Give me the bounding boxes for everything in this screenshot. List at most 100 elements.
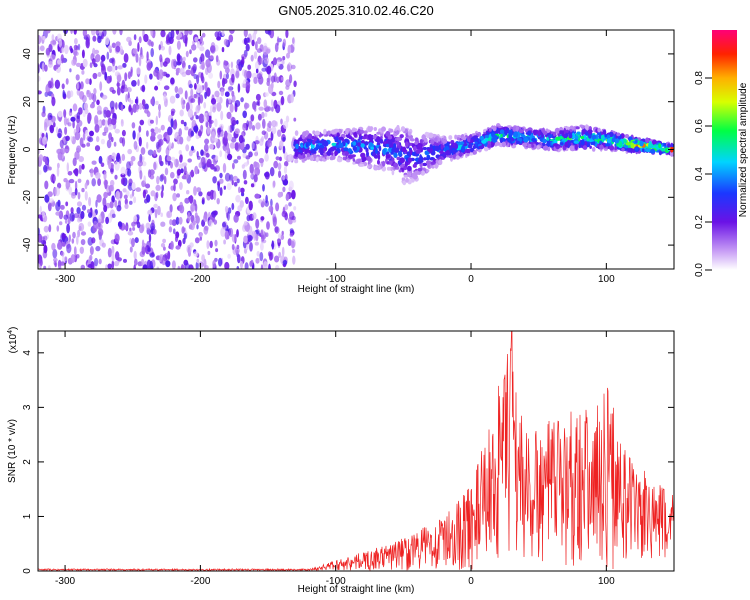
spectrogram-cell [531, 138, 537, 142]
spectrogram-cell [69, 212, 75, 222]
spectrogram-cell [278, 170, 282, 178]
spectrogram-cell [160, 173, 165, 180]
spectrogram-cell [43, 235, 48, 241]
spectrogram-cell [45, 30, 51, 34]
spectrogram-cell [139, 251, 145, 258]
spectrogram-cell [226, 182, 232, 191]
spectrogram-cell [508, 130, 513, 136]
spectrogram-cell [466, 152, 470, 157]
spectrogram-cell [252, 212, 257, 220]
spectrogram-cell [389, 128, 394, 133]
spectrogram-cell [312, 140, 316, 145]
spectrogram-cell [227, 85, 233, 93]
spectrogram-cell [182, 237, 186, 245]
x-tick-label: -100 [326, 576, 346, 587]
spectrogram-cell [183, 121, 187, 127]
spectrogram-cell [244, 102, 248, 110]
spectrogram-cell [559, 130, 562, 134]
spectrogram-cell [76, 112, 81, 120]
spectrogram-cell [542, 145, 549, 151]
spectrogram-cell [182, 56, 186, 62]
spectrogram-cell [531, 144, 535, 148]
spectrogram-cell [111, 252, 115, 262]
spectrogram-cell [391, 157, 395, 163]
spectrogram-cell [39, 205, 42, 214]
spectrogram-cell [129, 246, 133, 253]
spectrogram-cell [270, 75, 276, 83]
spectrogram-cell [117, 65, 123, 70]
spectrogram-cell [434, 137, 438, 143]
spectrogram-cell [242, 110, 247, 119]
spectrogram-cell [158, 110, 161, 119]
spectrogram-cell [313, 147, 319, 151]
spectrogram-cell [68, 178, 75, 184]
spectrogram-cell [193, 186, 197, 196]
spectrogram-cell [231, 179, 234, 186]
spectrogram-cell [224, 261, 230, 269]
spectrogram-cell [552, 143, 559, 147]
spectrogram-cell [236, 178, 240, 184]
spectrogram-cell [213, 190, 217, 201]
spectrogram-cell [645, 137, 650, 143]
spectrogram-cell [93, 220, 98, 229]
spectrogram-cell [117, 257, 122, 262]
spectrogram-cell [143, 33, 149, 43]
spectrogram-cell [425, 169, 430, 173]
spectrogram-cell [141, 161, 147, 167]
spectrogram-cell [250, 183, 255, 188]
spectrogram-cell [277, 129, 282, 137]
spectrogram-cell [510, 137, 515, 142]
spectrogram-cell [236, 59, 242, 66]
spectrogram-cell [128, 97, 132, 103]
spectrogram-cell [137, 42, 140, 52]
spectrogram-cell [50, 54, 56, 61]
spectrogram-cell [352, 158, 356, 162]
spectrogram-cell [194, 111, 197, 117]
spectrogram-cell [190, 169, 194, 178]
spectrogram-cell [618, 140, 623, 148]
spectrogram-cell [180, 168, 184, 174]
spectrogram-cell [121, 79, 126, 90]
spectrogram-cell [318, 140, 325, 144]
spectrogram-cell [500, 139, 503, 144]
spectrogram-cell [264, 172, 270, 178]
spectrogram-cell [193, 251, 199, 257]
spectrogram-cell [155, 191, 159, 199]
spectrogram-cell [47, 114, 51, 121]
spectrogram-cell [611, 137, 616, 143]
spectrogram-cell [648, 142, 651, 149]
spectrogram-cell [158, 154, 162, 165]
spectrogram-cell [47, 61, 53, 68]
spectrogram-cell [357, 158, 363, 163]
spectrogram-cell [264, 153, 269, 162]
spectrogram-cell [284, 212, 289, 221]
spectrogram-cell [112, 30, 117, 35]
spectrogram-cell [226, 111, 232, 120]
spectrogram-cell [196, 40, 200, 49]
spectrogram-cell [117, 221, 123, 228]
spectrogram-cell [224, 172, 231, 182]
x-tick-label: -300 [55, 576, 75, 587]
spectrogram-cell [627, 147, 632, 153]
spectrogram-cell [413, 170, 419, 176]
spectrogram-cell [85, 129, 89, 137]
spectrogram-cell [398, 169, 402, 173]
spectrogram-cell [215, 155, 219, 161]
spectrogram-cell [184, 90, 188, 100]
spectrogram-cell [196, 258, 200, 264]
spectrogram-cell [116, 79, 120, 89]
spectrogram-cell [386, 161, 390, 165]
spectrogram-cell [111, 117, 117, 126]
spectrogram-cell [227, 253, 231, 259]
spectrogram-cell [166, 155, 172, 162]
spectrogram-cell [306, 138, 312, 143]
spectrogram-cell [669, 150, 674, 157]
spectrogram-cell [224, 146, 230, 154]
spectrogram-cell [107, 263, 112, 269]
spectrogram-cell [268, 263, 271, 269]
spectrogram-cell [115, 190, 121, 200]
spectrogram-cell [97, 178, 101, 187]
spectrogram-cell [80, 81, 84, 90]
spectrogram-cell [87, 112, 92, 122]
spectrogram-cell [393, 143, 397, 148]
